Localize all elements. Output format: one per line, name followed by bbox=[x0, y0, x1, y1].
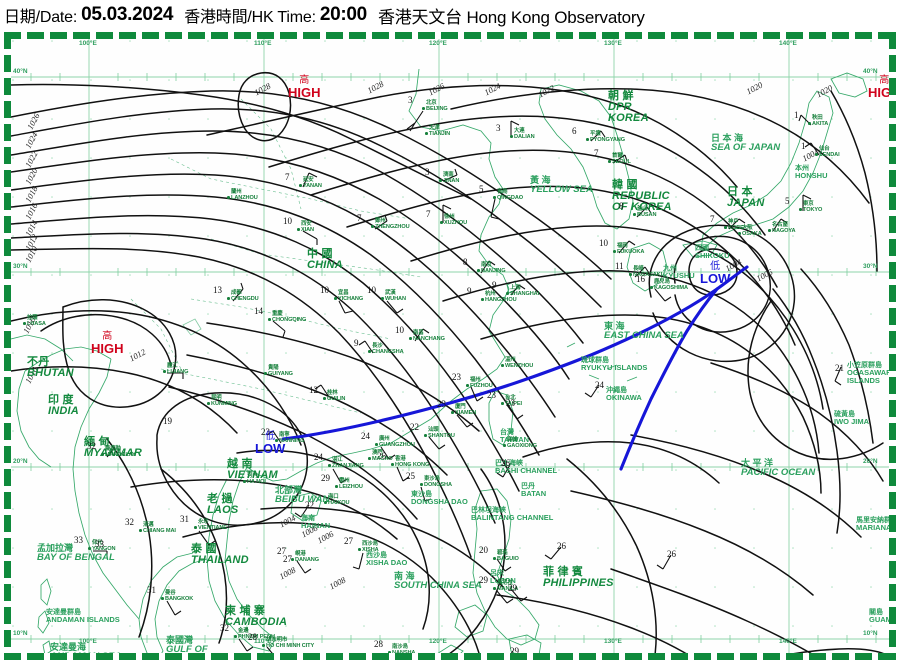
station-marker bbox=[510, 135, 513, 138]
station-marker bbox=[799, 208, 802, 211]
station-marker bbox=[420, 483, 423, 486]
station-marker bbox=[291, 558, 294, 561]
station-marker bbox=[381, 297, 384, 300]
station-marker bbox=[422, 107, 425, 110]
station-marker bbox=[194, 526, 197, 529]
station-marker bbox=[264, 372, 267, 375]
station-marker bbox=[324, 501, 327, 504]
front-layer bbox=[281, 265, 749, 471]
graticule bbox=[11, 39, 889, 653]
station-marker bbox=[275, 439, 278, 442]
map-canvas: 100°E 100°E 110°E 110°E 120°E 120°E 130°E 130°E… bbox=[11, 39, 889, 653]
station-marker bbox=[234, 635, 237, 638]
station-marker bbox=[501, 402, 504, 405]
station-marker bbox=[371, 225, 374, 228]
map-border-right bbox=[889, 32, 896, 660]
station-marker bbox=[493, 587, 496, 590]
station-marker bbox=[335, 485, 338, 488]
observatory-name: 香港天文台 Hong Kong Observatory bbox=[377, 7, 645, 27]
station-marker bbox=[388, 651, 391, 653]
station-marker bbox=[768, 229, 771, 232]
map-border-top bbox=[4, 32, 896, 39]
surface-weather-map: 100°E 100°E 110°E 110°E 120°E 120°E 130°E 130°E… bbox=[4, 32, 896, 660]
station-marker bbox=[88, 547, 91, 550]
station-marker bbox=[163, 370, 166, 373]
station-marker bbox=[334, 297, 337, 300]
station-marker bbox=[207, 402, 210, 405]
station-marker bbox=[243, 480, 246, 483]
station-marker bbox=[227, 297, 230, 300]
station-marker bbox=[466, 384, 469, 387]
station-marker bbox=[23, 322, 26, 325]
map-base-layer bbox=[11, 39, 889, 653]
station-marker bbox=[139, 529, 142, 532]
station-marker bbox=[503, 444, 506, 447]
station-marker bbox=[506, 292, 509, 295]
station-marker bbox=[633, 213, 636, 216]
station-marker bbox=[451, 411, 454, 414]
station-marker bbox=[738, 232, 741, 235]
station-marker bbox=[493, 196, 496, 199]
station-marker bbox=[650, 286, 653, 289]
station-marker bbox=[586, 138, 589, 141]
station-marker bbox=[613, 250, 616, 253]
station-marker bbox=[501, 364, 504, 367]
chart-header: 日期/Date: 05.03.2024 香港時間/HK Time: 20:00 … bbox=[0, 0, 900, 30]
time-value: 20:00 bbox=[319, 4, 367, 25]
date-value: 05.03.2024 bbox=[81, 4, 174, 25]
station-marker bbox=[608, 160, 611, 163]
station-marker bbox=[493, 557, 496, 560]
station-marker bbox=[268, 318, 271, 321]
station-marker bbox=[439, 179, 442, 182]
wind-barbs bbox=[93, 110, 842, 653]
station-marker bbox=[297, 228, 300, 231]
station-marker bbox=[375, 443, 378, 446]
station-marker bbox=[724, 226, 727, 229]
station-marker bbox=[101, 453, 104, 456]
station-marker bbox=[161, 597, 164, 600]
station-marker bbox=[808, 122, 811, 125]
date-label: 日期/Date: bbox=[4, 9, 78, 26]
station-marker bbox=[368, 350, 371, 353]
wind-barb-layer bbox=[93, 110, 842, 653]
station-marker bbox=[227, 196, 230, 199]
station-marker bbox=[629, 273, 632, 276]
front-trailing-branch bbox=[619, 287, 719, 471]
station-marker bbox=[409, 337, 412, 340]
station-marker bbox=[481, 298, 484, 301]
station-marker bbox=[391, 463, 394, 466]
map-border-bottom bbox=[4, 653, 896, 660]
station-marker bbox=[815, 153, 818, 156]
map-border-left bbox=[4, 32, 11, 660]
time-label: 香港時間/HK Time: bbox=[184, 9, 316, 26]
station-marker bbox=[262, 644, 265, 647]
station-marker bbox=[299, 184, 302, 187]
isobars bbox=[11, 71, 884, 653]
station-marker bbox=[323, 397, 326, 400]
station-marker bbox=[477, 269, 480, 272]
station-marker bbox=[425, 132, 428, 135]
station-marker bbox=[358, 548, 361, 551]
station-marker bbox=[328, 464, 331, 467]
station-marker bbox=[368, 457, 371, 460]
isobar-layer bbox=[11, 71, 884, 653]
station-marker bbox=[424, 434, 427, 437]
station-marker bbox=[440, 221, 443, 224]
